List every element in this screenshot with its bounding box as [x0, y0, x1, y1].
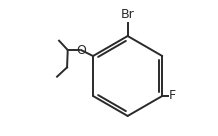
Text: Br: Br — [121, 8, 135, 21]
Text: F: F — [168, 89, 175, 103]
Text: O: O — [76, 44, 86, 57]
